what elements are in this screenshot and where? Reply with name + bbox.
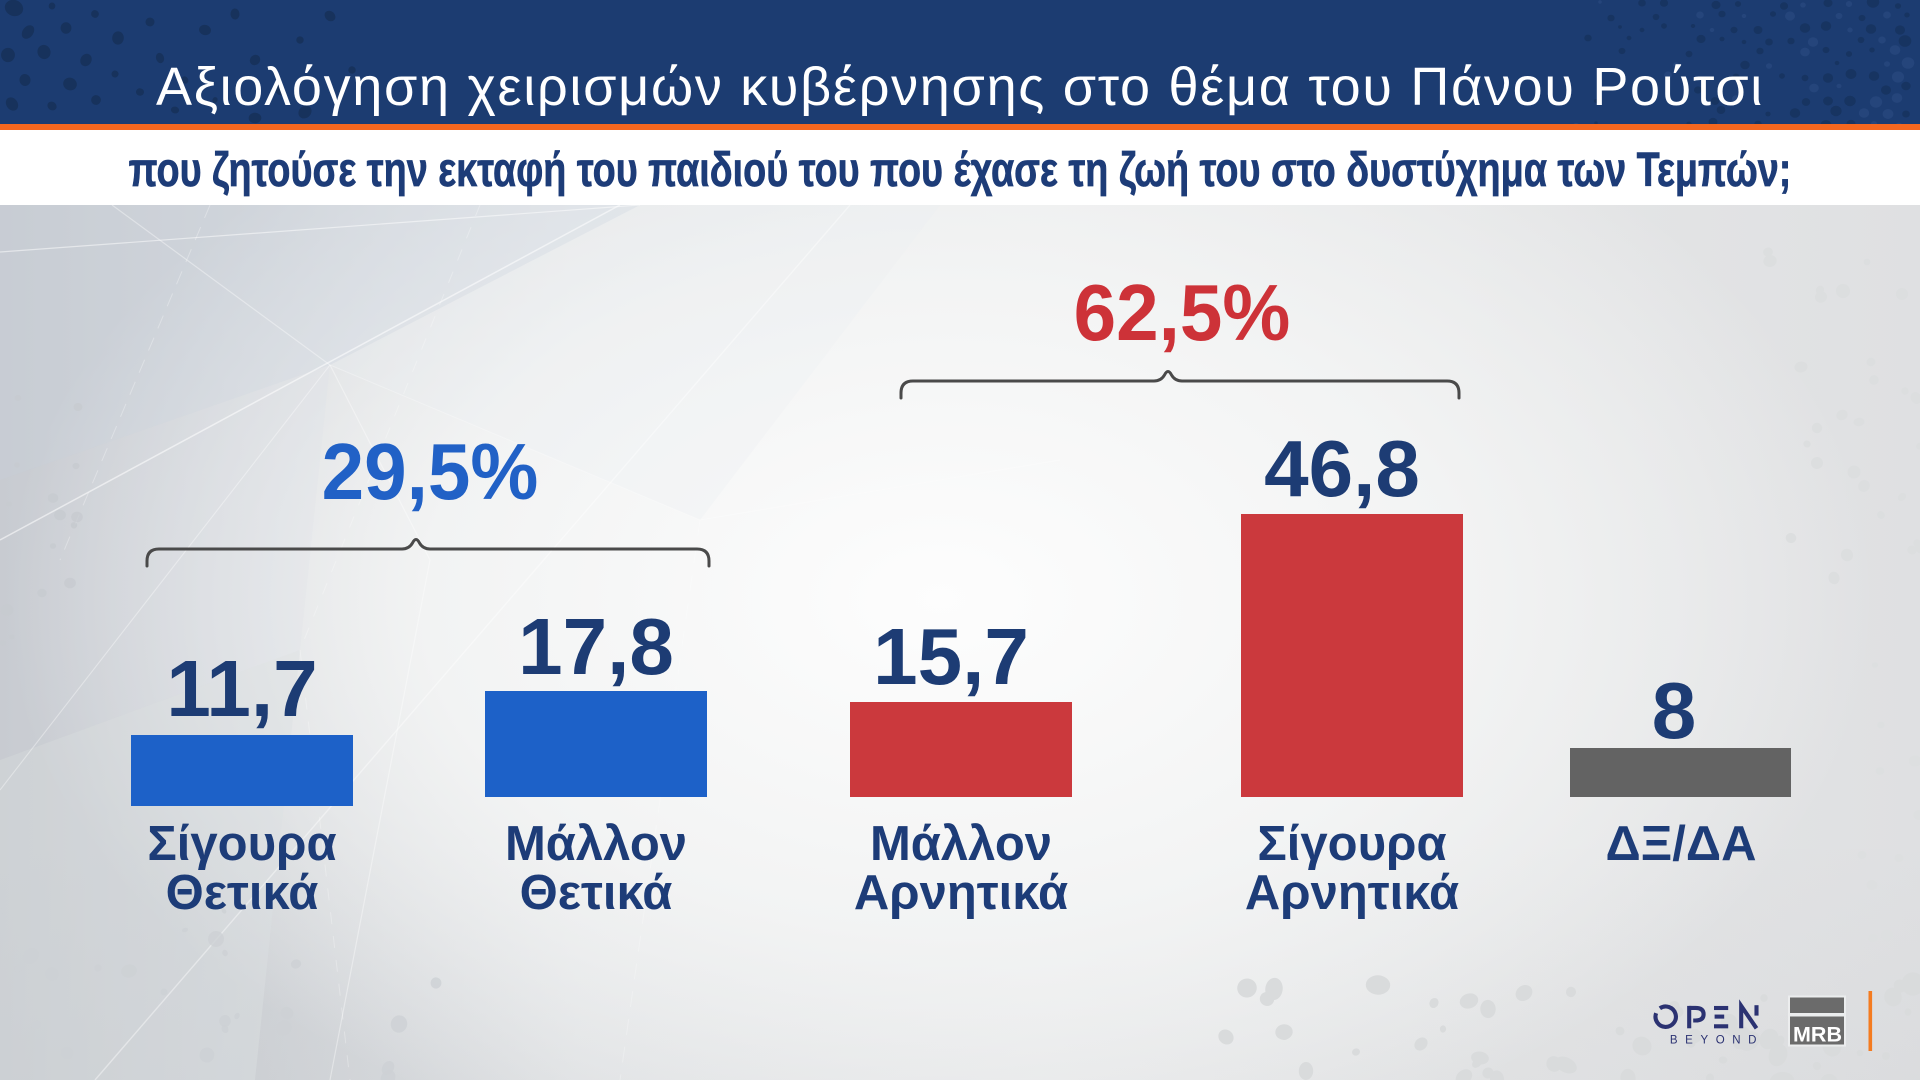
svg-text:MRB: MRB [1793,1023,1842,1047]
svg-text:BEYOND: BEYOND [1670,1035,1764,1047]
